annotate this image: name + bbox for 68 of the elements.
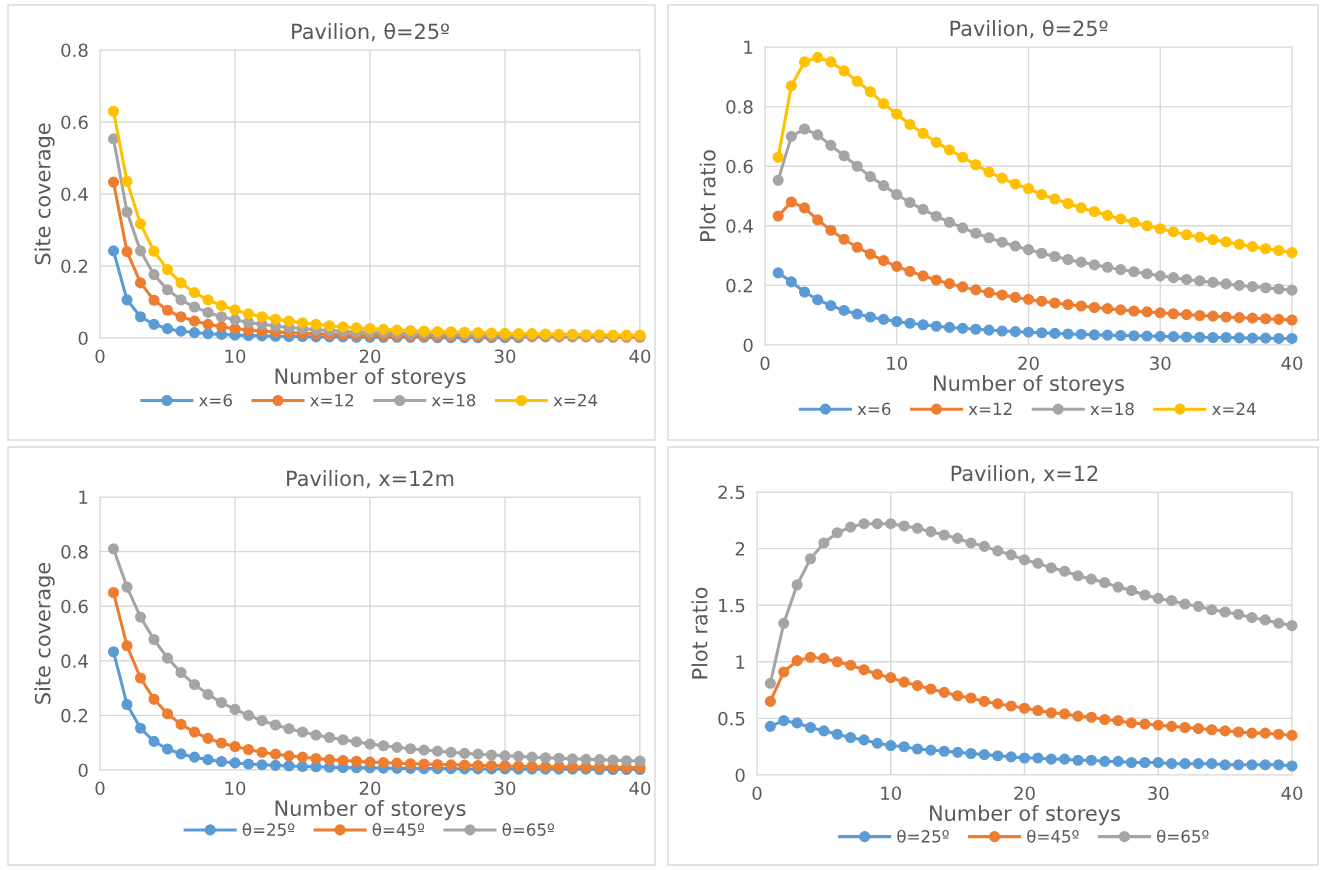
x-tick-label: 0 (95, 349, 105, 364)
y-tick-label: 0.6 (61, 115, 88, 130)
y-tick-label: 1 (744, 40, 753, 54)
chart-title: Pavilion, θ=25º (950, 19, 1108, 39)
legend-label: θ=25º (242, 822, 295, 836)
y-tick-label: 0.8 (726, 100, 753, 114)
x-tick-label: 40 (629, 349, 651, 364)
legend-label: x=6 (199, 393, 232, 407)
x-tick-label: 20 (1014, 786, 1035, 801)
y-tick-label: 0.4 (61, 187, 88, 202)
x-tick-label: 0 (760, 356, 770, 371)
legend-label: x=6 (857, 402, 891, 416)
legend-label: x=12 (310, 393, 354, 407)
y-tick-label: 1.5 (719, 598, 745, 613)
y-tick-label: 0.8 (61, 43, 88, 58)
y-tick-label: 0.6 (726, 159, 753, 174)
x-axis-title: Number of storeys (930, 804, 1120, 826)
y-tick-label: 0.4 (61, 654, 88, 668)
x-tick-label: 20 (359, 781, 381, 796)
y-tick-label: 1 (79, 490, 88, 504)
x-tick-label: 10 (225, 349, 246, 364)
x-axis-title: Number of storeys (275, 367, 466, 389)
x-tick-label: 0 (95, 781, 105, 796)
x-axis-title: Number of storeys (275, 799, 466, 821)
y-axis-title: Plot ratio (691, 587, 708, 679)
legend-label: θ=65º (1157, 829, 1209, 843)
y-tick-label: 0.2 (726, 278, 753, 293)
y-tick-label: 0 (78, 331, 88, 346)
x-axis-title: Number of storeys (934, 374, 1124, 396)
y-tick-label: 0.2 (61, 259, 88, 274)
x-tick-label: 30 (1148, 786, 1169, 801)
chart-title: Pavilion, x=12m (287, 470, 454, 489)
y-tick-label: 2 (735, 542, 745, 556)
legend-label: θ=45º (1027, 829, 1079, 843)
y-tick-label: 0.4 (726, 219, 753, 233)
legend-label: x=18 (431, 393, 476, 407)
y-axis-title: Site coverage (34, 123, 55, 265)
y-tick-label: 0.8 (61, 545, 88, 559)
y-tick-label: 0 (735, 768, 745, 783)
x-tick-label: 30 (494, 349, 516, 364)
legend-label: x=24 (553, 393, 598, 407)
y-tick-label: 0.2 (61, 708, 88, 723)
y-tick-label: 2.5 (718, 485, 745, 500)
x-tick-label: 30 (494, 781, 516, 796)
y-tick-label: 0 (78, 763, 88, 778)
legend-label: x=18 (1090, 402, 1134, 416)
x-tick-label: 20 (1018, 356, 1039, 371)
chart-title: Pavilion, θ=25º (292, 22, 449, 42)
y-tick-label: 0.6 (61, 599, 88, 614)
y-tick-label: 0 (743, 338, 753, 353)
x-tick-label: 10 (887, 356, 908, 371)
y-tick-label: 0.5 (718, 711, 745, 726)
legend-label: x=24 (1212, 402, 1256, 415)
x-tick-label: 30 (1150, 356, 1171, 371)
x-tick-label: 40 (1281, 356, 1303, 371)
x-tick-label: 10 (881, 786, 902, 801)
y-tick-label: 1 (736, 655, 745, 669)
x-tick-label: 20 (359, 349, 381, 364)
legend-label: θ=25º (897, 829, 949, 843)
x-tick-label: 40 (1281, 786, 1303, 801)
chart-title: Pavilion, x=12 (951, 465, 1098, 484)
x-tick-label: 10 (225, 781, 246, 796)
legend-label: x=12 (968, 402, 1012, 415)
y-axis-title: Plot ratio (699, 150, 716, 241)
legend-label: θ=65º (502, 822, 555, 836)
legend-label: θ=45º (372, 822, 425, 836)
x-tick-label: 40 (629, 781, 651, 796)
y-axis-title: Site coverage (34, 562, 55, 704)
